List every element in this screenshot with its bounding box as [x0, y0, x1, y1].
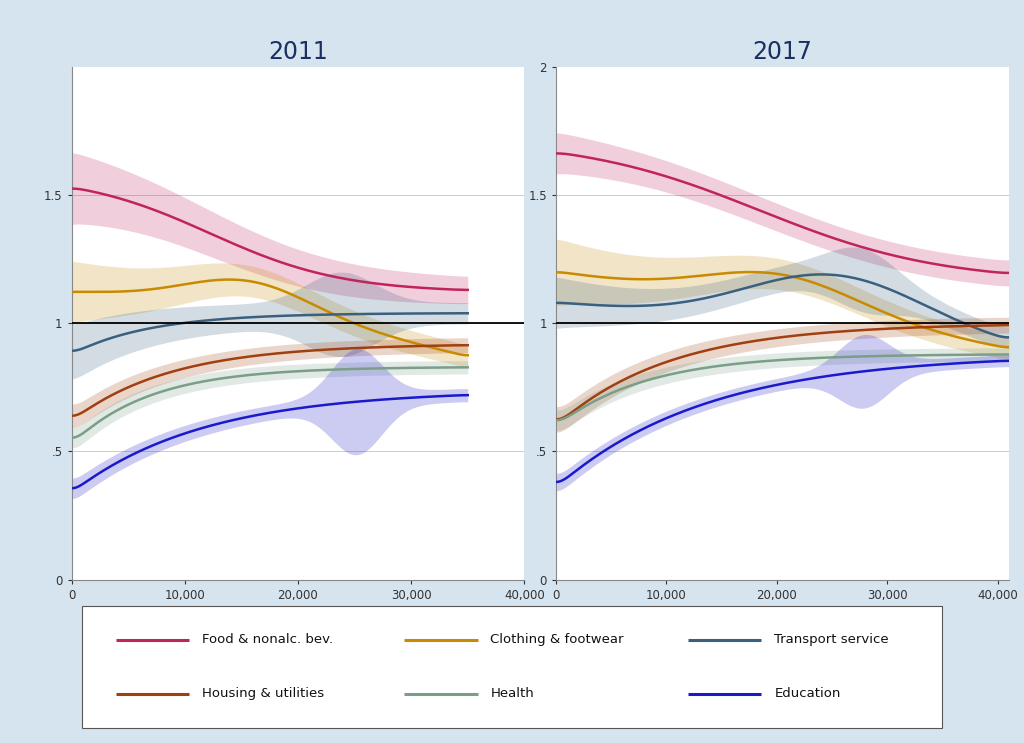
- X-axis label: Household expenditure per capita (2011USD): Household expenditure per capita (2011US…: [164, 606, 432, 619]
- Text: Food & nonalc. bev.: Food & nonalc. bev.: [203, 633, 334, 646]
- Title: 2017: 2017: [753, 39, 812, 64]
- Text: Housing & utilities: Housing & utilities: [203, 687, 325, 701]
- Text: Transport service: Transport service: [774, 633, 889, 646]
- Text: Health: Health: [490, 687, 535, 701]
- FancyBboxPatch shape: [82, 606, 942, 728]
- Text: Education: Education: [774, 687, 841, 701]
- Text: Clothing & footwear: Clothing & footwear: [490, 633, 624, 646]
- Title: 2011: 2011: [268, 39, 328, 64]
- X-axis label: Household expenditure per capita (2017USD): Household expenditure per capita (2017US…: [648, 606, 916, 619]
